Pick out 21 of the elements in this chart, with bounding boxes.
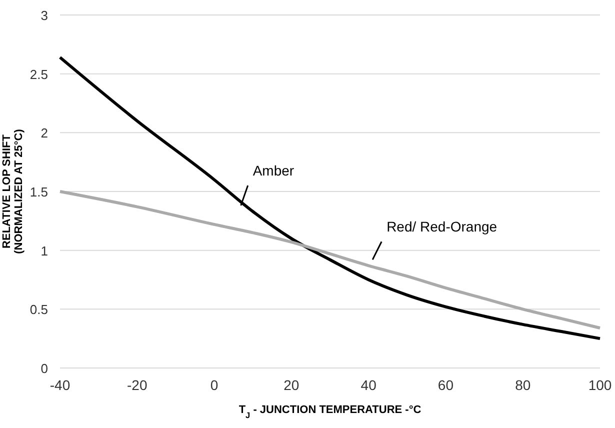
x-tick-label: 80	[515, 377, 531, 393]
y-tick-label: 1.5	[30, 184, 48, 200]
y-tick-label: 2.5	[30, 66, 48, 82]
y-tick-label: 0.5	[30, 302, 48, 318]
line-series	[58, 190, 602, 330]
x-tick-label: 100	[588, 377, 612, 393]
y-tick-label: 1	[40, 243, 48, 258]
y-tick-label: 0	[40, 361, 48, 376]
x-tick-label: 40	[360, 377, 377, 393]
x-tick-label: 20	[284, 377, 300, 393]
text: Red/ Red-Orange	[386, 218, 498, 235]
y-tick-label: 3	[40, 8, 48, 23]
x-tick-label: 0	[210, 377, 218, 393]
y-axis-title: RELATIVE LOP SHIFT (NORMALIZED AT 25°C)	[1, 128, 25, 254]
y-tick-label: 2	[40, 126, 48, 141]
series-label: Amber	[252, 162, 294, 179]
line-series	[58, 56, 602, 340]
x-axis-title: T$_{J}$ - JUNCTION TEMPERATURE -°C	[238, 404, 422, 420]
x-tick-label: 60	[438, 377, 454, 393]
x-tick-label: -40	[50, 377, 70, 393]
x-tick-label: -20	[127, 377, 148, 393]
